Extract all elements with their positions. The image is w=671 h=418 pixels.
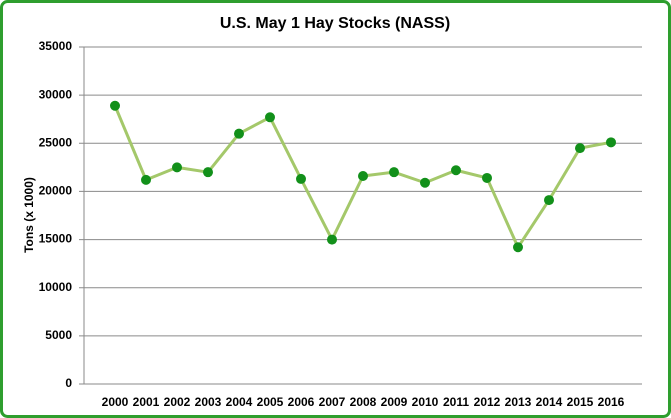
y-tick-label: 0 xyxy=(65,376,72,390)
data-point xyxy=(544,195,554,206)
data-point xyxy=(575,143,585,154)
y-axis-title: Tons (x 1000) xyxy=(22,177,36,253)
x-tick-label: 2003 xyxy=(195,395,222,409)
x-tick-label: 2004 xyxy=(226,395,253,409)
data-point xyxy=(358,171,368,182)
data-point xyxy=(482,172,492,183)
data-point xyxy=(296,173,306,184)
data-point xyxy=(420,177,430,188)
data-point xyxy=(327,234,337,245)
x-tick-label: 2015 xyxy=(567,395,594,409)
y-tick-label: 30000 xyxy=(39,87,73,101)
x-tick-label: 2013 xyxy=(505,395,532,409)
x-tick-label: 2014 xyxy=(536,395,563,409)
y-tick-label: 25000 xyxy=(39,135,73,149)
y-tick-label: 10000 xyxy=(39,280,73,294)
x-tick-label: 2016 xyxy=(598,395,625,409)
x-tick-label: 2000 xyxy=(102,395,129,409)
y-tick-label: 35000 xyxy=(39,39,73,53)
chart-title: U.S. May 1 Hay Stocks (NASS) xyxy=(220,15,450,32)
data-point xyxy=(141,174,151,185)
x-tick-label: 2007 xyxy=(319,395,346,409)
x-tick-label: 2012 xyxy=(474,395,501,409)
data-point xyxy=(234,128,244,139)
y-tick-label: 5000 xyxy=(45,328,72,342)
x-tick-label: 2009 xyxy=(381,395,408,409)
data-point xyxy=(389,167,399,178)
x-tick-label: 2006 xyxy=(288,395,315,409)
y-tick-label: 20000 xyxy=(39,184,73,198)
x-tick-label: 2010 xyxy=(412,395,439,409)
y-tick-label: 15000 xyxy=(39,232,73,246)
data-point xyxy=(172,162,182,173)
x-tick-label: 2005 xyxy=(257,395,284,409)
x-tick-label: 2008 xyxy=(350,395,377,409)
data-point xyxy=(513,242,523,253)
data-point xyxy=(110,100,120,111)
data-point xyxy=(606,137,616,148)
x-tick-label: 2002 xyxy=(164,395,191,409)
data-point xyxy=(265,112,275,123)
x-tick-label: 2001 xyxy=(133,395,160,409)
x-tick-label: 2011 xyxy=(443,395,469,409)
data-point xyxy=(451,165,461,176)
data-point xyxy=(203,167,213,178)
